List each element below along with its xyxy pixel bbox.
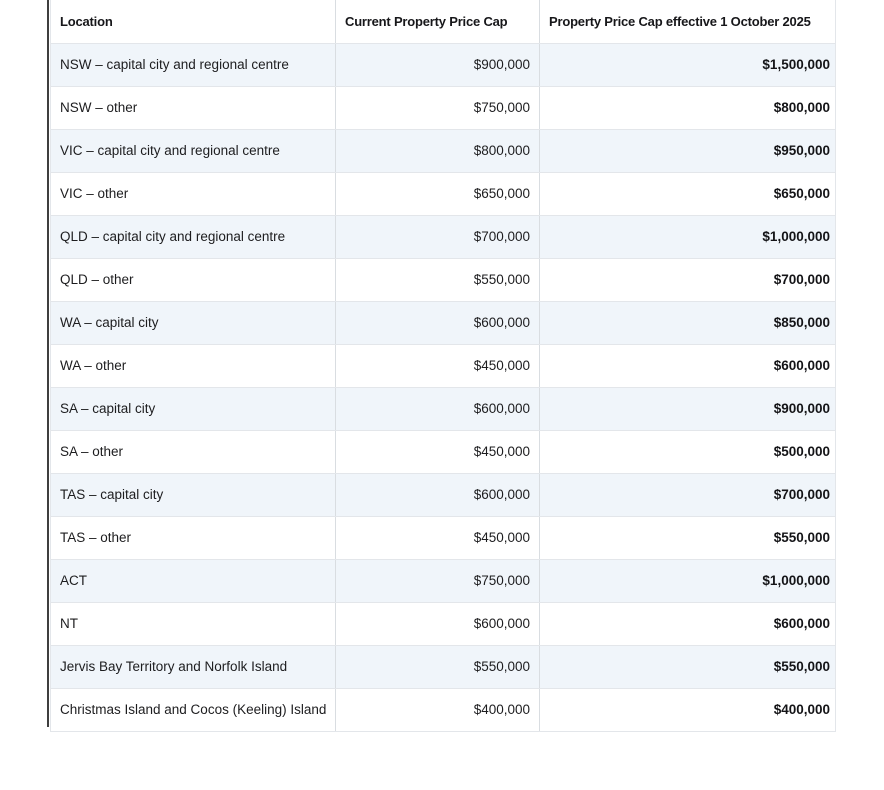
new-cap-cell: $1,500,000: [539, 43, 836, 87]
table-row: SA – capital city $600,000 $900,000: [50, 387, 836, 431]
location-cell: NSW – other: [50, 86, 336, 130]
table-row: QLD – other $550,000 $700,000: [50, 258, 836, 302]
current-cap-cell: $400,000: [335, 688, 540, 732]
table-row: Christmas Island and Cocos (Keeling) Isl…: [50, 688, 836, 732]
new-cap-cell: $700,000: [539, 258, 836, 302]
table-row: WA – other $450,000 $600,000: [50, 344, 836, 388]
table-row: NSW – other $750,000 $800,000: [50, 86, 836, 130]
new-cap-cell: $600,000: [539, 344, 836, 388]
new-cap-cell: $950,000: [539, 129, 836, 173]
current-cap-cell: $750,000: [335, 86, 540, 130]
location-cell: NT: [50, 602, 336, 646]
location-cell: TAS – capital city: [50, 473, 336, 517]
location-cell: QLD – other: [50, 258, 336, 302]
table-row: VIC – capital city and regional centre $8…: [50, 129, 836, 173]
new-cap-cell: $900,000: [539, 387, 836, 431]
new-cap-cell: $800,000: [539, 86, 836, 130]
vertical-rule: [47, 0, 49, 727]
location-cell: NSW – capital city and regional centre: [50, 43, 336, 87]
table-row: SA – other $450,000 $500,000: [50, 430, 836, 474]
current-cap-cell: $450,000: [335, 430, 540, 474]
current-cap-cell: $700,000: [335, 215, 540, 259]
table-row: ACT $750,000 $1,000,000: [50, 559, 836, 603]
header-row: Location Current Property Price Cap Prop…: [50, 0, 836, 44]
current-cap-cell: $650,000: [335, 172, 540, 216]
property-price-cap-table: Location Current Property Price Cap Prop…: [50, 0, 836, 732]
header-current-price-cap: Current Property Price Cap: [335, 0, 540, 44]
location-cell: VIC – other: [50, 172, 336, 216]
new-cap-cell: $1,000,000: [539, 215, 836, 259]
table-body: NSW – capital city and regional centre $9…: [50, 43, 836, 732]
current-cap-cell: $600,000: [335, 602, 540, 646]
current-cap-cell: $750,000: [335, 559, 540, 603]
new-cap-cell: $400,000: [539, 688, 836, 732]
new-cap-cell: $600,000: [539, 602, 836, 646]
table-row: TAS – capital city $600,000 $700,000: [50, 473, 836, 517]
location-cell: SA – capital city: [50, 387, 336, 431]
new-cap-cell: $650,000: [539, 172, 836, 216]
header-location: Location: [50, 0, 336, 44]
current-cap-cell: $600,000: [335, 473, 540, 517]
current-cap-cell: $450,000: [335, 516, 540, 560]
current-cap-cell: $550,000: [335, 258, 540, 302]
table-row: VIC – other $650,000 $650,000: [50, 172, 836, 216]
table-row: WA – capital city $600,000 $850,000: [50, 301, 836, 345]
header-new-price-cap: Property Price Cap effective 1 October 2…: [539, 0, 836, 44]
current-cap-cell: $600,000: [335, 301, 540, 345]
location-cell: VIC – capital city and regional centre: [50, 129, 336, 173]
current-cap-cell: $800,000: [335, 129, 540, 173]
table-row: NSW – capital city and regional centre $9…: [50, 43, 836, 87]
current-cap-cell: $900,000: [335, 43, 540, 87]
table-row: NT $600,000 $600,000: [50, 602, 836, 646]
location-cell: Jervis Bay Territory and Norfolk Island: [50, 645, 336, 689]
location-cell: WA – other: [50, 344, 336, 388]
new-cap-cell: $550,000: [539, 645, 836, 689]
location-cell: SA – other: [50, 430, 336, 474]
new-cap-cell: $850,000: [539, 301, 836, 345]
location-cell: WA – capital city: [50, 301, 336, 345]
new-cap-cell: $500,000: [539, 430, 836, 474]
location-cell: QLD – capital city and regional centre: [50, 215, 336, 259]
location-cell: ACT: [50, 559, 336, 603]
table-row: Jervis Bay Territory and Norfolk Island $…: [50, 645, 836, 689]
new-cap-cell: $550,000: [539, 516, 836, 560]
current-cap-cell: $450,000: [335, 344, 540, 388]
current-cap-cell: $600,000: [335, 387, 540, 431]
new-cap-cell: $1,000,000: [539, 559, 836, 603]
current-cap-cell: $550,000: [335, 645, 540, 689]
location-cell: TAS – other: [50, 516, 336, 560]
location-cell: Christmas Island and Cocos (Keeling) Isl…: [50, 688, 336, 732]
table-row: TAS – other $450,000 $550,000: [50, 516, 836, 560]
table-row: QLD – capital city and regional centre $7…: [50, 215, 836, 259]
new-cap-cell: $700,000: [539, 473, 836, 517]
